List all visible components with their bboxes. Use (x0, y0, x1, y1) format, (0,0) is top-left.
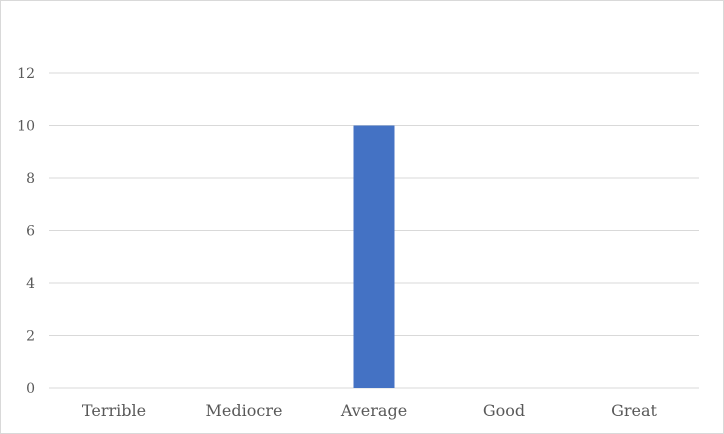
x-axis-category-labels: Terrible Mediocre Average Good Great (82, 401, 658, 420)
bars (353, 125, 395, 388)
x-category-label-great: Great (611, 401, 657, 420)
y-tick-label: 0 (26, 381, 35, 397)
x-category-label-mediocre: Mediocre (206, 401, 283, 420)
y-tick-label: 8 (26, 171, 35, 187)
y-tick-label: 6 (26, 224, 35, 240)
y-tick-label: 12 (17, 66, 35, 82)
x-category-label-average: Average (340, 401, 407, 420)
y-tick-label: 4 (26, 276, 35, 292)
bar-average (353, 125, 395, 388)
x-category-label-terrible: Terrible (82, 401, 146, 420)
y-tick-label: 2 (26, 329, 35, 345)
y-axis-tick-labels: 0 2 4 6 8 10 12 (17, 66, 35, 397)
x-category-label-good: Good (483, 401, 525, 420)
y-tick-label: 10 (17, 119, 35, 135)
